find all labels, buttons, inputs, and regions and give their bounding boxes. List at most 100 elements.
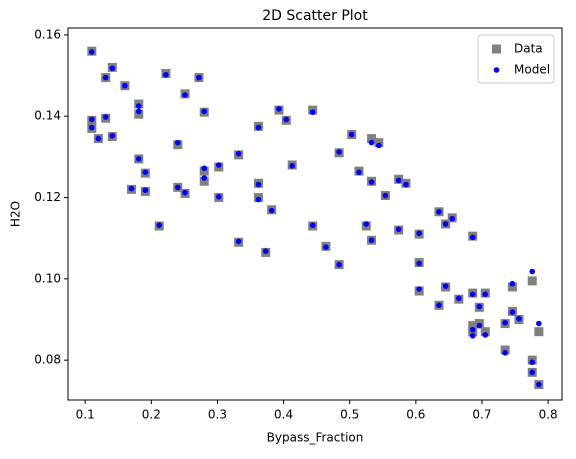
data-point [476,322,483,329]
data-point [363,221,370,227]
data-point [509,309,516,315]
data-point [527,276,537,286]
data-point [382,192,389,199]
data-point [309,109,316,115]
data-point [89,49,95,55]
data-point [367,134,377,144]
x-tick-label: 0.5 [340,408,359,422]
data-point [174,184,181,191]
data-point [135,103,142,109]
data-point [255,196,262,203]
plot-frame [67,27,563,401]
data-point [163,71,169,78]
y-tick-label: 0.14 [34,109,61,123]
data-point [128,185,135,192]
data-point [95,135,102,142]
data-point [469,291,476,298]
data-point [482,291,489,298]
data-point [255,181,262,188]
data-point [502,319,508,326]
data-point [268,207,275,214]
data-point [534,327,544,337]
y-axis-label: H2O [9,201,23,227]
y-tick-label: 0.08 [34,353,61,367]
data-point [182,189,188,196]
data-point [509,280,516,287]
data-point [135,108,142,115]
data-point [482,332,489,338]
data-point [536,320,542,327]
data-point [156,222,163,228]
data-point [276,106,282,112]
legend-marker [492,44,501,54]
data-point [468,321,478,331]
data-point [436,208,442,215]
x-tick-label: 0.3 [208,408,227,422]
legend-marker [493,67,500,73]
data-point [134,109,144,119]
data-point [201,165,208,172]
data-point [395,226,402,233]
data-point [122,82,128,89]
data-point [89,124,95,131]
data-point [199,176,209,186]
data-point [469,234,476,241]
legend-label: Model [514,63,550,77]
data-point [201,108,208,115]
y-tick-label: 0.10 [34,271,61,285]
data-point [215,193,222,200]
legend-label: Data [514,42,543,56]
data-point [469,326,476,333]
data-point [309,222,316,228]
data-point [323,244,329,250]
data-point [416,230,422,237]
data-point [395,177,402,184]
data-point [368,237,375,244]
data-point [348,131,355,138]
x-axis-label: Bypass_Fraction [267,431,364,445]
data-point [215,162,222,168]
data-point [476,303,483,310]
x-tick-label: 0.1 [76,408,95,422]
data-point [235,150,242,157]
data-point [109,132,116,139]
chart-title: 2D Scatter Plot [262,8,368,24]
data-point [436,302,442,309]
data-point [102,114,109,120]
data-point [449,215,456,222]
data-point [516,315,522,322]
data-point [196,74,202,81]
data-point [502,350,508,356]
data-point [142,187,149,194]
data-point [442,283,449,289]
data-point [142,169,149,176]
data-point [182,92,188,98]
data-point [283,116,290,123]
data-point [416,286,422,292]
data-point [336,149,342,155]
data-point [102,74,109,81]
data-point [529,268,536,275]
data-point [529,369,536,376]
y-tick-label: 0.16 [34,27,61,41]
data-point [416,260,422,267]
data-point [356,169,362,176]
data-point [135,156,142,162]
data-point [174,139,181,146]
data-point [536,381,542,388]
data-point [456,295,462,302]
data-point [442,221,449,227]
data-point [235,238,242,245]
data-point [199,166,209,176]
x-tick-label: 0.6 [406,408,425,422]
data-point [289,163,295,169]
data-point [89,116,95,123]
data-point [507,282,517,292]
data-point [529,359,536,365]
data-point [262,248,269,254]
data-point [255,124,262,131]
data-point [403,181,409,188]
y-tick-label: 0.12 [34,190,61,204]
data-point [500,345,510,355]
